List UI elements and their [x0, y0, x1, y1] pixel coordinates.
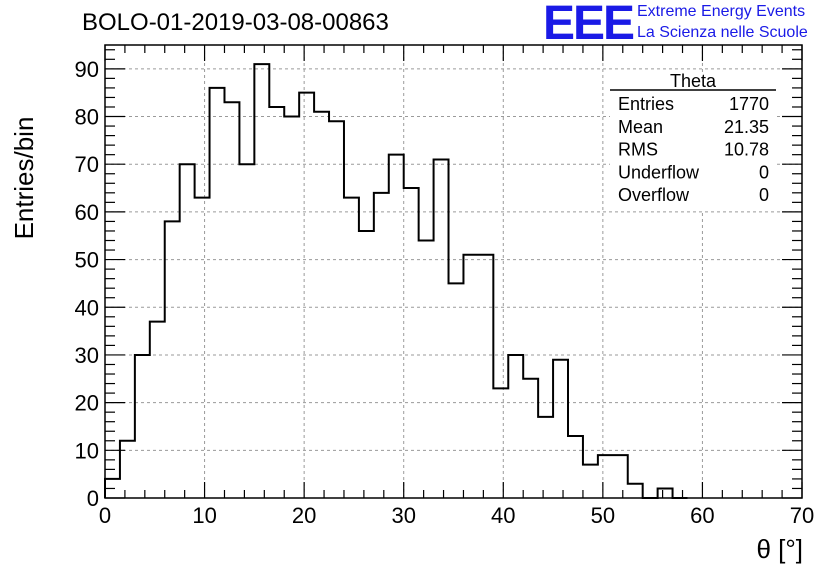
x-tick-label: 20 [292, 503, 316, 528]
grid-lines [105, 45, 802, 498]
histogram-outline [104, 63, 688, 499]
x-tick-label: 40 [491, 503, 515, 528]
y-tick-label: 0 [87, 486, 99, 511]
histogram-bin [195, 198, 210, 498]
histogram-bin [284, 117, 299, 498]
histogram-bin [135, 355, 150, 498]
stats-box: Theta Entries 1770 Mean 21.35 RMS 10.78 Underf… [610, 71, 776, 210]
histogram-bin [568, 436, 583, 498]
histogram-bin [359, 231, 374, 498]
stats-label: RMS [618, 140, 658, 160]
x-tick-label: 50 [591, 503, 615, 528]
stats-value: 0 [759, 162, 769, 182]
histogram-bin [478, 255, 493, 498]
histogram-bin [224, 102, 239, 498]
histogram-bin [404, 188, 419, 498]
histogram-bin [628, 484, 643, 498]
y-tick-labels: 0 10 20 30 40 50 60 70 80 90 [75, 57, 99, 511]
histogram-bin [658, 488, 673, 498]
stats-label: Entries [618, 94, 674, 114]
histogram-bin [493, 388, 508, 498]
y-tick-label: 80 [75, 105, 99, 130]
y-tick-label: 70 [75, 152, 99, 177]
histogram-bin [120, 441, 135, 498]
histogram-bin [210, 88, 225, 498]
stats-value: 0 [759, 185, 769, 205]
stats-box-background [610, 72, 776, 210]
stats-value: 21.35 [724, 117, 769, 137]
plot-title: BOLO-01-2019-03-08-00863 [82, 9, 389, 36]
x-tick-label: 70 [790, 503, 814, 528]
histogram-bin [269, 107, 284, 498]
y-tick-label: 20 [75, 391, 99, 416]
y-tick-label: 60 [75, 200, 99, 225]
eee-logo: EEE [543, 0, 635, 50]
histogram-bin [419, 241, 434, 498]
stats-rows: Entries 1770 Mean 21.35 RMS 10.78 Underflow 0 Ov… [618, 94, 769, 205]
histogram-bin [583, 465, 598, 498]
histogram-bin [299, 93, 314, 498]
plot-frame [104, 44, 803, 499]
histogram-bin [538, 417, 553, 498]
y-tick-label: 10 [75, 438, 99, 463]
y-tick-label: 40 [75, 295, 99, 320]
histogram-bin [389, 155, 404, 498]
stats-value: 10.78 [724, 140, 769, 160]
histogram-bin [374, 193, 389, 498]
histogram-bin [449, 283, 464, 498]
histogram-bin [314, 112, 329, 498]
stats-label: Overflow [618, 185, 690, 205]
brand-line-2: La Scienza nelle Scuole [637, 24, 808, 41]
brand-line-1: Extreme Energy Events [637, 3, 806, 20]
y-axis-label: Entries/bin [9, 117, 39, 240]
y-tick-label: 30 [75, 343, 99, 368]
histogram-bin [329, 121, 344, 498]
axis-ticks [104, 45, 803, 499]
histogram-bin [254, 64, 269, 498]
histogram-bin [553, 360, 568, 498]
histogram-bin [344, 198, 359, 498]
histogram-bin [598, 455, 613, 498]
histogram-bin [613, 455, 628, 498]
x-tick-labels: 0 10 20 30 40 50 60 70 [99, 503, 814, 528]
histogram-bin [180, 164, 195, 498]
x-tick-label: 30 [391, 503, 415, 528]
histogram [104, 63, 688, 499]
stats-value: 1770 [729, 94, 769, 114]
x-tick-label: 0 [99, 503, 111, 528]
x-axis-label: θ [°] [756, 534, 803, 564]
histogram-bin [434, 159, 449, 498]
y-tick-label: 90 [75, 57, 99, 82]
histogram-bin [239, 164, 254, 498]
stats-box-title: Theta [670, 71, 717, 91]
histogram-bin [165, 221, 180, 498]
y-tick-label: 50 [75, 248, 99, 273]
histogram-bin [150, 322, 165, 498]
x-tick-label: 60 [690, 503, 714, 528]
stats-label: Mean [618, 117, 663, 137]
histogram-bin [463, 255, 478, 498]
histogram-bin [523, 379, 538, 498]
stats-label: Underflow [618, 162, 700, 182]
x-tick-label: 10 [192, 503, 216, 528]
histogram-bin [508, 355, 523, 498]
